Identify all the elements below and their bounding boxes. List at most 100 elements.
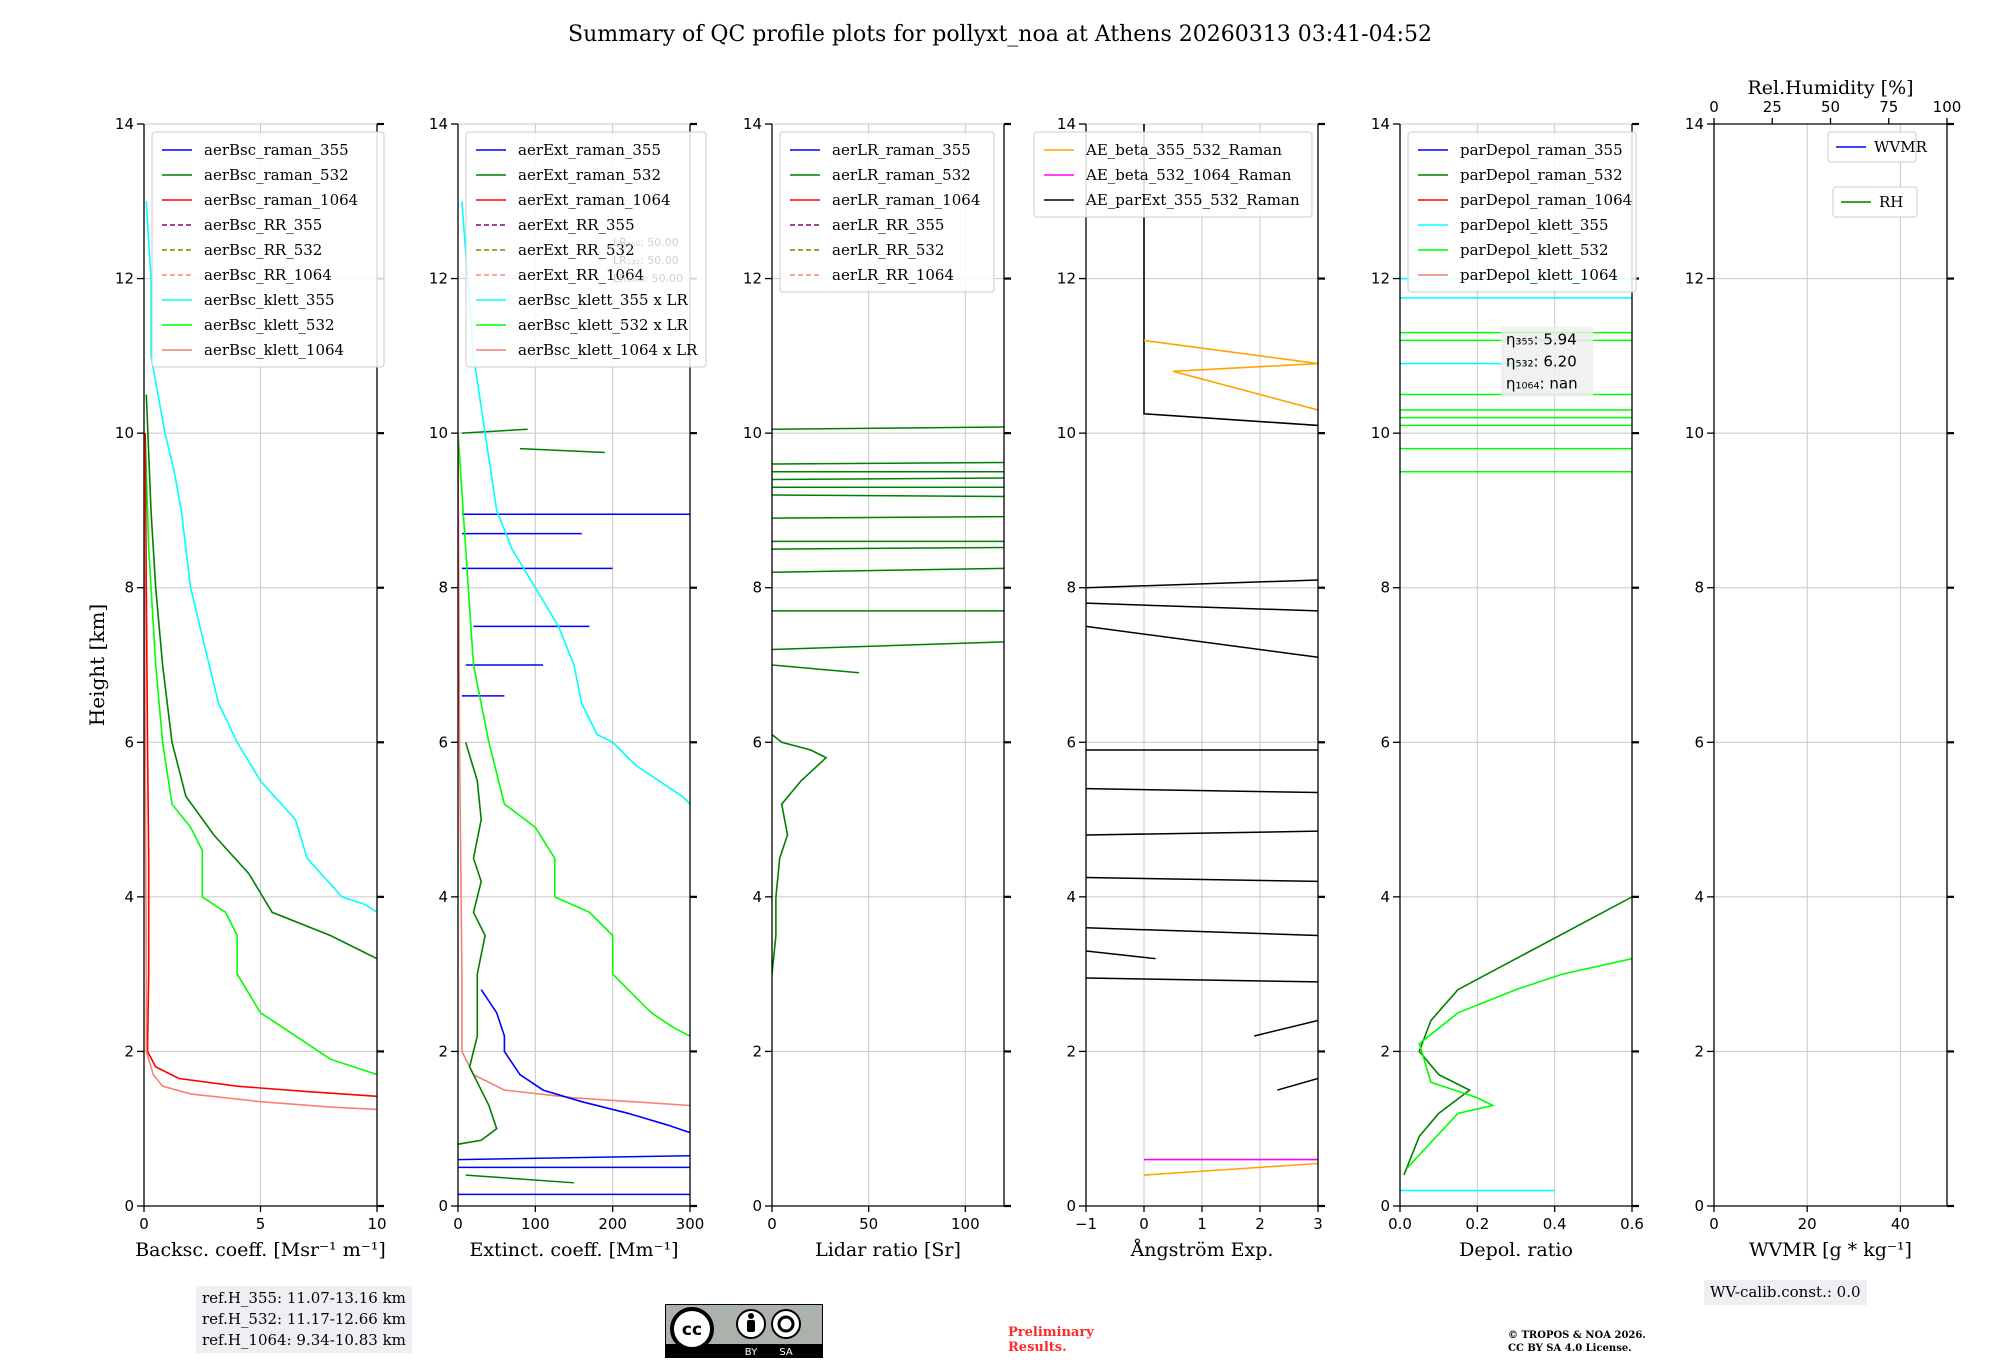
y-tick-label: 8 [1066,579,1076,597]
x-axis-label: Ångström Exp. [1130,1239,1274,1261]
panel-extinction: 0 100 200 300 0 2 4 6 8 10 12 14 Extinct. coeff. [Mm… [429,115,707,1261]
x-tick-label: 0 [1709,1215,1719,1233]
series-line-aerBsc_klett_1064 [144,433,377,1111]
y-tick-label: 10 [1057,424,1076,442]
legend-label: parDepol_raman_1064 [1460,191,1632,209]
y-tick-label: 10 [743,424,762,442]
y-tick-label: 8 [1694,579,1704,597]
series-line-AE_beta_355_532_Raman [1143,339,1318,411]
y-tick-label: 4 [1380,888,1390,906]
copyright-line1: © TROPOS & NOA 2026. [1508,1330,1646,1341]
legend-label: aerBsc_raman_355 [204,141,349,159]
x-tick-label: 3 [1313,1215,1323,1233]
x-tick-label: 0 [1139,1215,1149,1233]
y-tick-label: 12 [743,270,762,288]
legend-label: aerExt_RR_355 [518,216,635,234]
legend-label: aerLR_raman_1064 [832,191,980,209]
profile-spike [458,1155,690,1161]
y-tick-label: 2 [1066,1042,1076,1060]
x-axis-label: Lidar ratio [Sr] [815,1239,961,1261]
profile-spike [1086,787,1318,794]
profile-spike [772,641,1004,651]
wv-calib-const: WV-calib.const.: 0.0 [1710,1283,1861,1301]
profile-spike [772,567,1004,574]
y-tick-label: 6 [752,733,762,751]
legend-box [1832,186,1918,218]
x-tick-label: 0 [767,1215,777,1233]
sa-label: SA [779,1347,793,1358]
series-line-aerBsc_klett_355 [145,201,377,913]
panel-depolarization: 0.0 0.2 0.4 0.6 0 2 4 6 8 10 12 14 Depol. ratio parDe… [1371,115,1644,1261]
x-tick-label: 40 [1891,1215,1910,1233]
lidar-ratio-annotation: LR₃₅₅: 50.00 [613,236,679,249]
ref-height-1064: ref.H_1064: 9.34-10.83 km [202,1331,406,1349]
legend-box [1407,131,1637,293]
y-tick-label: 2 [124,1042,134,1060]
y-tick-label: 14 [1371,115,1390,133]
y-tick-label: 10 [1685,424,1704,442]
y-tick-label: 4 [1694,888,1704,906]
by-label: BY [745,1347,758,1358]
y-tick-label: 8 [1380,579,1390,597]
profile-spike [1277,1077,1318,1091]
x-axis-label: WVMR [g * kg⁻¹] [1749,1239,1912,1261]
profile-spike [772,477,1004,481]
x-tick-label: 0.2 [1465,1215,1489,1233]
eta-annotation: η₃₅₅: 5.94 [1506,331,1577,349]
y-tick-label: 14 [1057,115,1076,133]
top-x-axis-label: Rel.Humidity [%] [1747,77,1913,99]
legend-box [465,131,707,368]
top-x-tick-label: 0 [1709,98,1719,116]
y-tick-label: 12 [1371,270,1390,288]
y-tick-label: 8 [124,579,134,597]
legend-label: aerExt_RR_1064 [518,266,644,284]
eta-annotation: η₅₃₂: 6.20 [1506,353,1577,371]
profile-spike [772,515,1004,519]
top-x-tick-label: 100 [1933,98,1962,116]
wv-calibration-box: WV-calib.const.: 0.0 [1704,1280,1867,1305]
y-tick-label: 0 [752,1197,762,1215]
x-tick-label: 10 [367,1215,386,1233]
x-tick-label: 0.0 [1388,1215,1412,1233]
lidar-ratio-annotation: LR₅₃₂: 50.00 [613,254,679,267]
legend-label: aerExt_RR_532 [518,241,635,259]
profile-spike [772,546,1004,550]
legend-label: aerExt_raman_532 [518,166,661,184]
x-tick-label: 100 [951,1215,980,1233]
x-tick-label: 20 [1798,1215,1817,1233]
legend-label: aerLR_RR_1064 [832,266,954,284]
profile-spike [772,426,1004,431]
x-tick-label: 50 [859,1215,878,1233]
top-x-tick-label: 50 [1821,98,1840,116]
lidar-ratio-annotation: LR₁₀₆₄: 50.00 [613,272,683,285]
series-line-aerExt_raman_532 [458,742,498,1145]
y-tick-label: 0 [1694,1197,1704,1215]
x-tick-label: 2 [1255,1215,1265,1233]
profile-spike [1086,977,1318,983]
legend-label: aerBsc_klett_532 x LR [518,316,689,334]
y-tick-label: 0 [1380,1197,1390,1215]
profile-spike [461,428,528,434]
profile-spike [1086,876,1318,883]
legend-label: aerBsc_klett_355 x LR [518,291,689,309]
series-line-aerBsc_raman_1064 [144,433,377,1098]
y-tick-label: 4 [1066,888,1076,906]
series-line-AE_beta_355_532_Raman_low [1143,1162,1318,1176]
figure-title: Summary of QC profile plots for pollyxt_… [568,22,1432,47]
cc-icon [670,1307,714,1351]
ref-height-355: ref.H_355: 11.07-13.16 km [202,1289,406,1307]
panel-lidar_ratio: 0 50 100 0 2 4 6 8 10 12 14 Lidar ratio [Sr] aerLR_r… [743,115,1011,1261]
x-tick-label: 300 [676,1215,705,1233]
profile-spike [519,447,605,454]
y-tick-label: 10 [429,424,448,442]
reference-height-box: ref.H_355: 11.07-13.16 km ref.H_532: 11.… [196,1286,412,1353]
profile-spike [772,494,1004,498]
y-tick-label: 2 [752,1042,762,1060]
y-tick-label: 6 [1694,733,1704,751]
series-line-AE_parExt_355_532_Raman [1143,124,1318,427]
legend-label: aerBsc_klett_532 [204,316,335,334]
series-line-aerExt_raman_355 [480,989,690,1134]
y-tick-label: 2 [438,1042,448,1060]
profile-spike [1254,1019,1318,1037]
legend-label: aerLR_raman_532 [832,166,971,184]
